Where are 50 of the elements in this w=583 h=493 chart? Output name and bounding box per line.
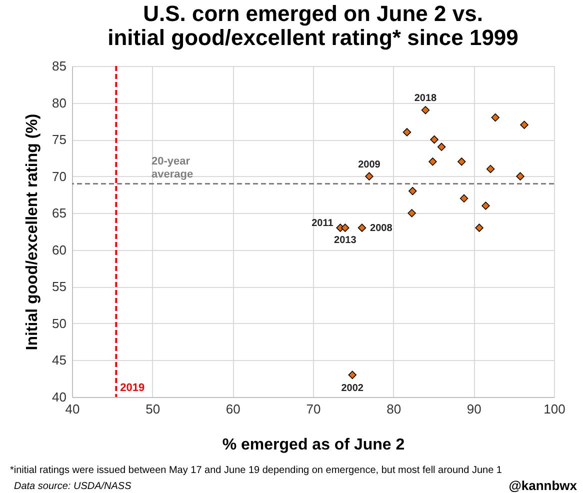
source-note: Data source: USDA/NASS	[14, 481, 132, 492]
annotation: 2018	[414, 93, 438, 104]
point	[482, 202, 490, 210]
y-tick-label: 45	[52, 352, 66, 368]
point	[408, 186, 417, 196]
y-tick-label: 75	[52, 132, 66, 148]
annotation: 2011	[312, 218, 334, 229]
x-tick-label: 60	[226, 402, 240, 416]
y-tick-label: 60	[52, 242, 66, 258]
point	[460, 194, 468, 203]
point	[428, 158, 437, 166]
x-tick-label: 70	[306, 402, 321, 416]
point	[520, 120, 528, 129]
y-tick-label: 85	[52, 58, 66, 74]
point	[348, 370, 356, 380]
text: *initial ratings were issued between May 17 and June 19 depending on emergence, but most fell around June 1	[10, 465, 502, 476]
x-tick-label: 80	[386, 402, 402, 416]
point	[408, 209, 416, 218]
point	[475, 224, 484, 232]
y-axis-title: Initial good/excellent rating (%)	[24, 114, 42, 350]
ref-line-label: 20-year average	[152, 156, 194, 181]
x-axis-title: % emerged as of June 2	[222, 436, 405, 454]
point	[491, 113, 500, 122]
point	[458, 158, 466, 166]
annotation: 2009	[358, 159, 381, 170]
point	[358, 224, 366, 232]
x-tick-label: 50	[146, 402, 160, 416]
text: @kannbwx	[508, 478, 577, 493]
annotation: 2008	[370, 222, 393, 234]
x-tick-label: 100	[544, 402, 566, 416]
annotation: 2019	[120, 382, 145, 394]
x-tick-label: 40	[65, 402, 80, 416]
point	[402, 128, 412, 136]
point	[341, 224, 350, 232]
point	[437, 142, 446, 152]
y-tick-label: 65	[52, 206, 66, 221]
y-tick-label: 70	[52, 168, 66, 184]
point	[516, 172, 524, 180]
point	[486, 164, 495, 174]
annotation: 2002	[341, 382, 364, 394]
point	[365, 172, 374, 180]
y-tick-label: 40	[52, 390, 66, 404]
chart-title: U.S. corn emerged on June 2 vs. initial good/excellent rating* since 1999	[108, 1, 518, 50]
point	[430, 135, 438, 144]
x-tick-label: 90	[466, 402, 482, 416]
point	[421, 106, 430, 114]
y-tick-label: 80	[52, 95, 66, 110]
y-tick-label: 55	[52, 279, 66, 294]
annotation: 2013	[334, 234, 357, 246]
y-tick-label: 50	[52, 316, 66, 331]
